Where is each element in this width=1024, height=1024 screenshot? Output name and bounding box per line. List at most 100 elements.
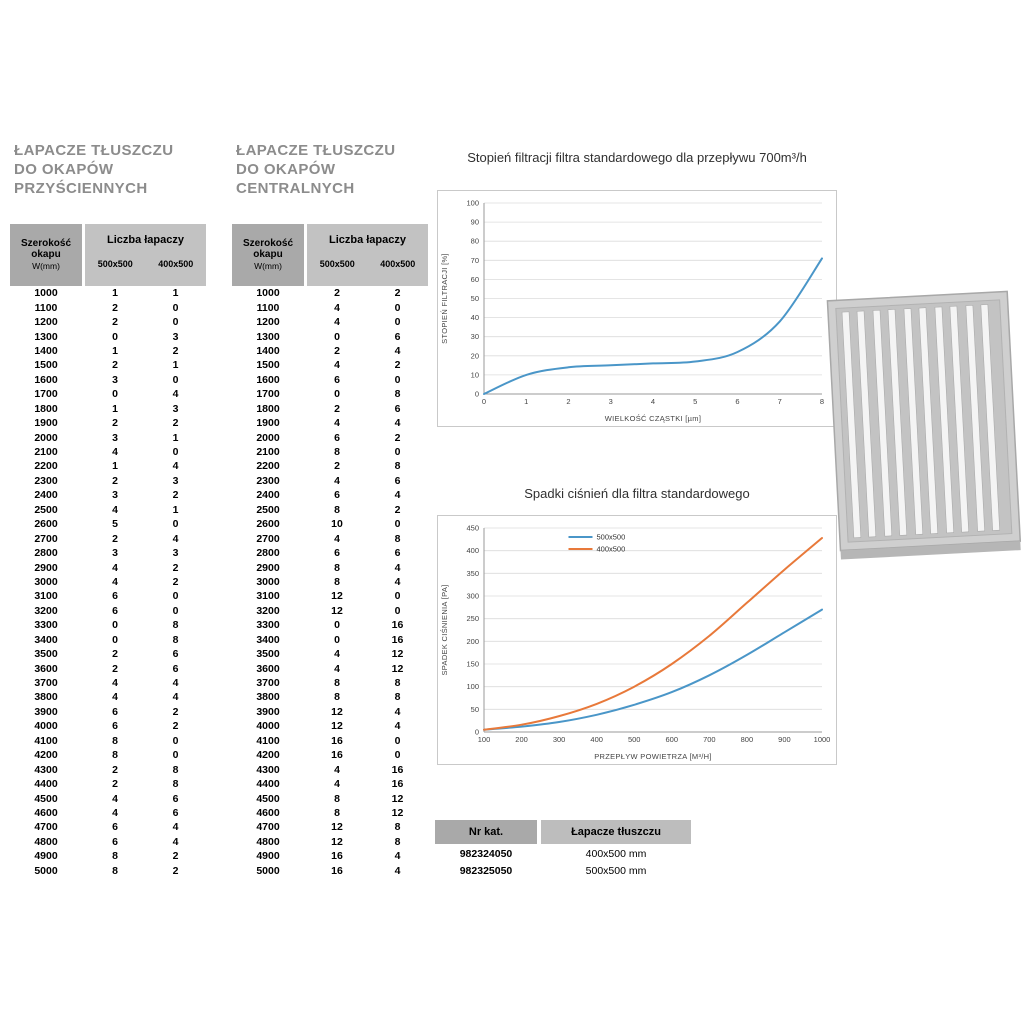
hood-width-cell: 3400 [34, 633, 58, 646]
hood-width-cell: 3700 [256, 677, 280, 690]
hood-width-cell: 3000 [256, 575, 280, 588]
title-line: CENTRALNYCH [236, 180, 355, 197]
table-row: 2500 8 2 [232, 503, 428, 517]
hood-width-cell: 1600 [256, 373, 280, 386]
hood-width-cell: 4300 [256, 763, 280, 776]
trap-count-cell: 2 [394, 287, 401, 300]
trap-count-cell: 4 [334, 474, 340, 487]
table-row: 1100 4 0 [232, 300, 428, 314]
table-row: 1800 2 6 [232, 402, 428, 416]
title-line: ŁAPACZE TŁUSZCZU [236, 142, 396, 159]
trap-count-cell: 0 [172, 590, 179, 603]
table-row: 2500 4 1 [10, 503, 206, 517]
table-row: 2700 2 4 [10, 531, 206, 545]
table-row: 5000 8 2 [10, 864, 206, 878]
table-row: 1300 0 3 [10, 329, 206, 343]
hood-width-cell: 1800 [256, 402, 280, 415]
width-unit: W(mm) [254, 261, 282, 271]
x-tick-label: 800 [741, 735, 754, 744]
hood-width-cell: 1000 [34, 287, 58, 300]
trap-count-cell: 2 [112, 359, 118, 372]
table-row: 3600 2 6 [10, 661, 206, 675]
y-axis-label: SPADEK CIŚNIENIA [PA] [440, 584, 449, 675]
table-row: 2800 3 3 [10, 546, 206, 560]
table-row: 1400 1 2 [10, 344, 206, 358]
col-header-hood-width: Szerokość okapu W(mm) [232, 224, 304, 286]
trap-count-cell: 6 [394, 330, 401, 343]
x-tick-label: 6 [735, 397, 739, 406]
wall-hoods-title: ŁAPACZE TŁUSZCZU DO OKAPÓW PRZYŚCIENNYCH [14, 141, 173, 198]
trap-count-cell: 8 [172, 778, 179, 791]
y-tick-label: 60 [471, 275, 479, 284]
y-tick-label: 20 [471, 351, 479, 360]
trap-count-cell: 12 [331, 705, 343, 718]
trap-count-cell: 2 [394, 503, 401, 516]
table-row: 2000 6 2 [232, 430, 428, 444]
hood-width-cell: 1500 [34, 359, 58, 372]
table-row: 3500 4 12 [232, 647, 428, 661]
table-row: 3900 12 4 [232, 705, 428, 719]
hood-width-cell: 4700 [256, 821, 280, 834]
trap-count-cell: 10 [331, 518, 343, 531]
header-divider [537, 820, 541, 844]
table-row: 4300 4 16 [232, 762, 428, 776]
hood-width-cell: 1700 [34, 388, 58, 401]
trap-count-cell: 2 [172, 864, 179, 877]
trap-count-cell: 0 [394, 749, 401, 762]
trap-count-cell: 4 [112, 792, 118, 805]
catalog-header-nr-kat: Nr kat. [435, 820, 537, 844]
trap-count-cell: 3 [112, 373, 118, 386]
table-row: 4100 16 0 [232, 734, 428, 748]
trap-count-cell: 2 [172, 575, 179, 588]
table-row: 2900 8 4 [232, 560, 428, 574]
trap-count-cell: 16 [391, 778, 404, 791]
trap-count-cell: 2 [334, 344, 340, 357]
trap-count-cell: 0 [394, 590, 401, 603]
trap-count-cell: 1 [112, 460, 118, 473]
x-tick-label: 4 [651, 397, 655, 406]
trap-count-cell: 0 [172, 301, 179, 314]
trap-count-cell: 4 [334, 301, 340, 314]
hood-width-cell: 3400 [256, 633, 280, 646]
trap-count-cell: 4 [394, 575, 401, 588]
table-row: 2100 8 0 [232, 445, 428, 459]
x-tick-label: 0 [482, 397, 486, 406]
hood-width-cell: 5000 [34, 864, 58, 877]
catalog-row: 982324050 400x500 mm [435, 846, 691, 861]
hood-width-cell: 2000 [34, 431, 58, 444]
width-unit: W(mm) [32, 261, 60, 271]
hood-width-cell: 1500 [256, 359, 280, 372]
table-row: 4400 4 16 [232, 777, 428, 791]
trap-count-cell: 8 [172, 763, 179, 776]
trap-count-cell: 0 [394, 604, 401, 617]
y-tick-label: 350 [466, 569, 479, 578]
hood-width-cell: 1600 [34, 373, 58, 386]
trap-count-cell: 4 [334, 778, 340, 791]
y-tick-label: 50 [471, 294, 479, 303]
trap-count-cell: 6 [334, 373, 340, 386]
trap-count-cell: 6 [112, 705, 118, 718]
trap-count-cell: 1 [172, 431, 179, 444]
hood-width-cell: 1700 [256, 388, 280, 401]
trap-count-cell: 4 [394, 864, 401, 877]
trap-count-cell: 4 [334, 316, 340, 329]
table-row: 3200 12 0 [232, 604, 428, 618]
trap-count-cell: 0 [394, 373, 401, 386]
catalog-number-cell: 982325050 [459, 864, 513, 877]
trap-count-cell: 4 [172, 532, 179, 545]
count-label: Liczba łapaczy [106, 234, 185, 246]
hood-width-cell: 2100 [256, 446, 280, 459]
hood-width-cell: 1900 [256, 417, 280, 430]
trap-count-cell: 12 [391, 806, 404, 819]
hood-width-cell: 3900 [34, 705, 58, 718]
hood-width-cell: 2900 [256, 561, 280, 574]
y-tick-label: 0 [475, 390, 479, 399]
trap-count-cell: 1 [172, 503, 179, 516]
table-row: 3300 0 8 [10, 618, 206, 632]
count-label: Liczba łapaczy [328, 234, 407, 246]
series-line-filtracja [483, 257, 823, 395]
col-header-hood-width: Szerokość okapu W(mm) [10, 224, 82, 286]
trap-count-cell: 1 [112, 344, 118, 357]
trap-count-cell: 8 [334, 561, 340, 574]
trap-count-cell: 0 [172, 446, 179, 459]
